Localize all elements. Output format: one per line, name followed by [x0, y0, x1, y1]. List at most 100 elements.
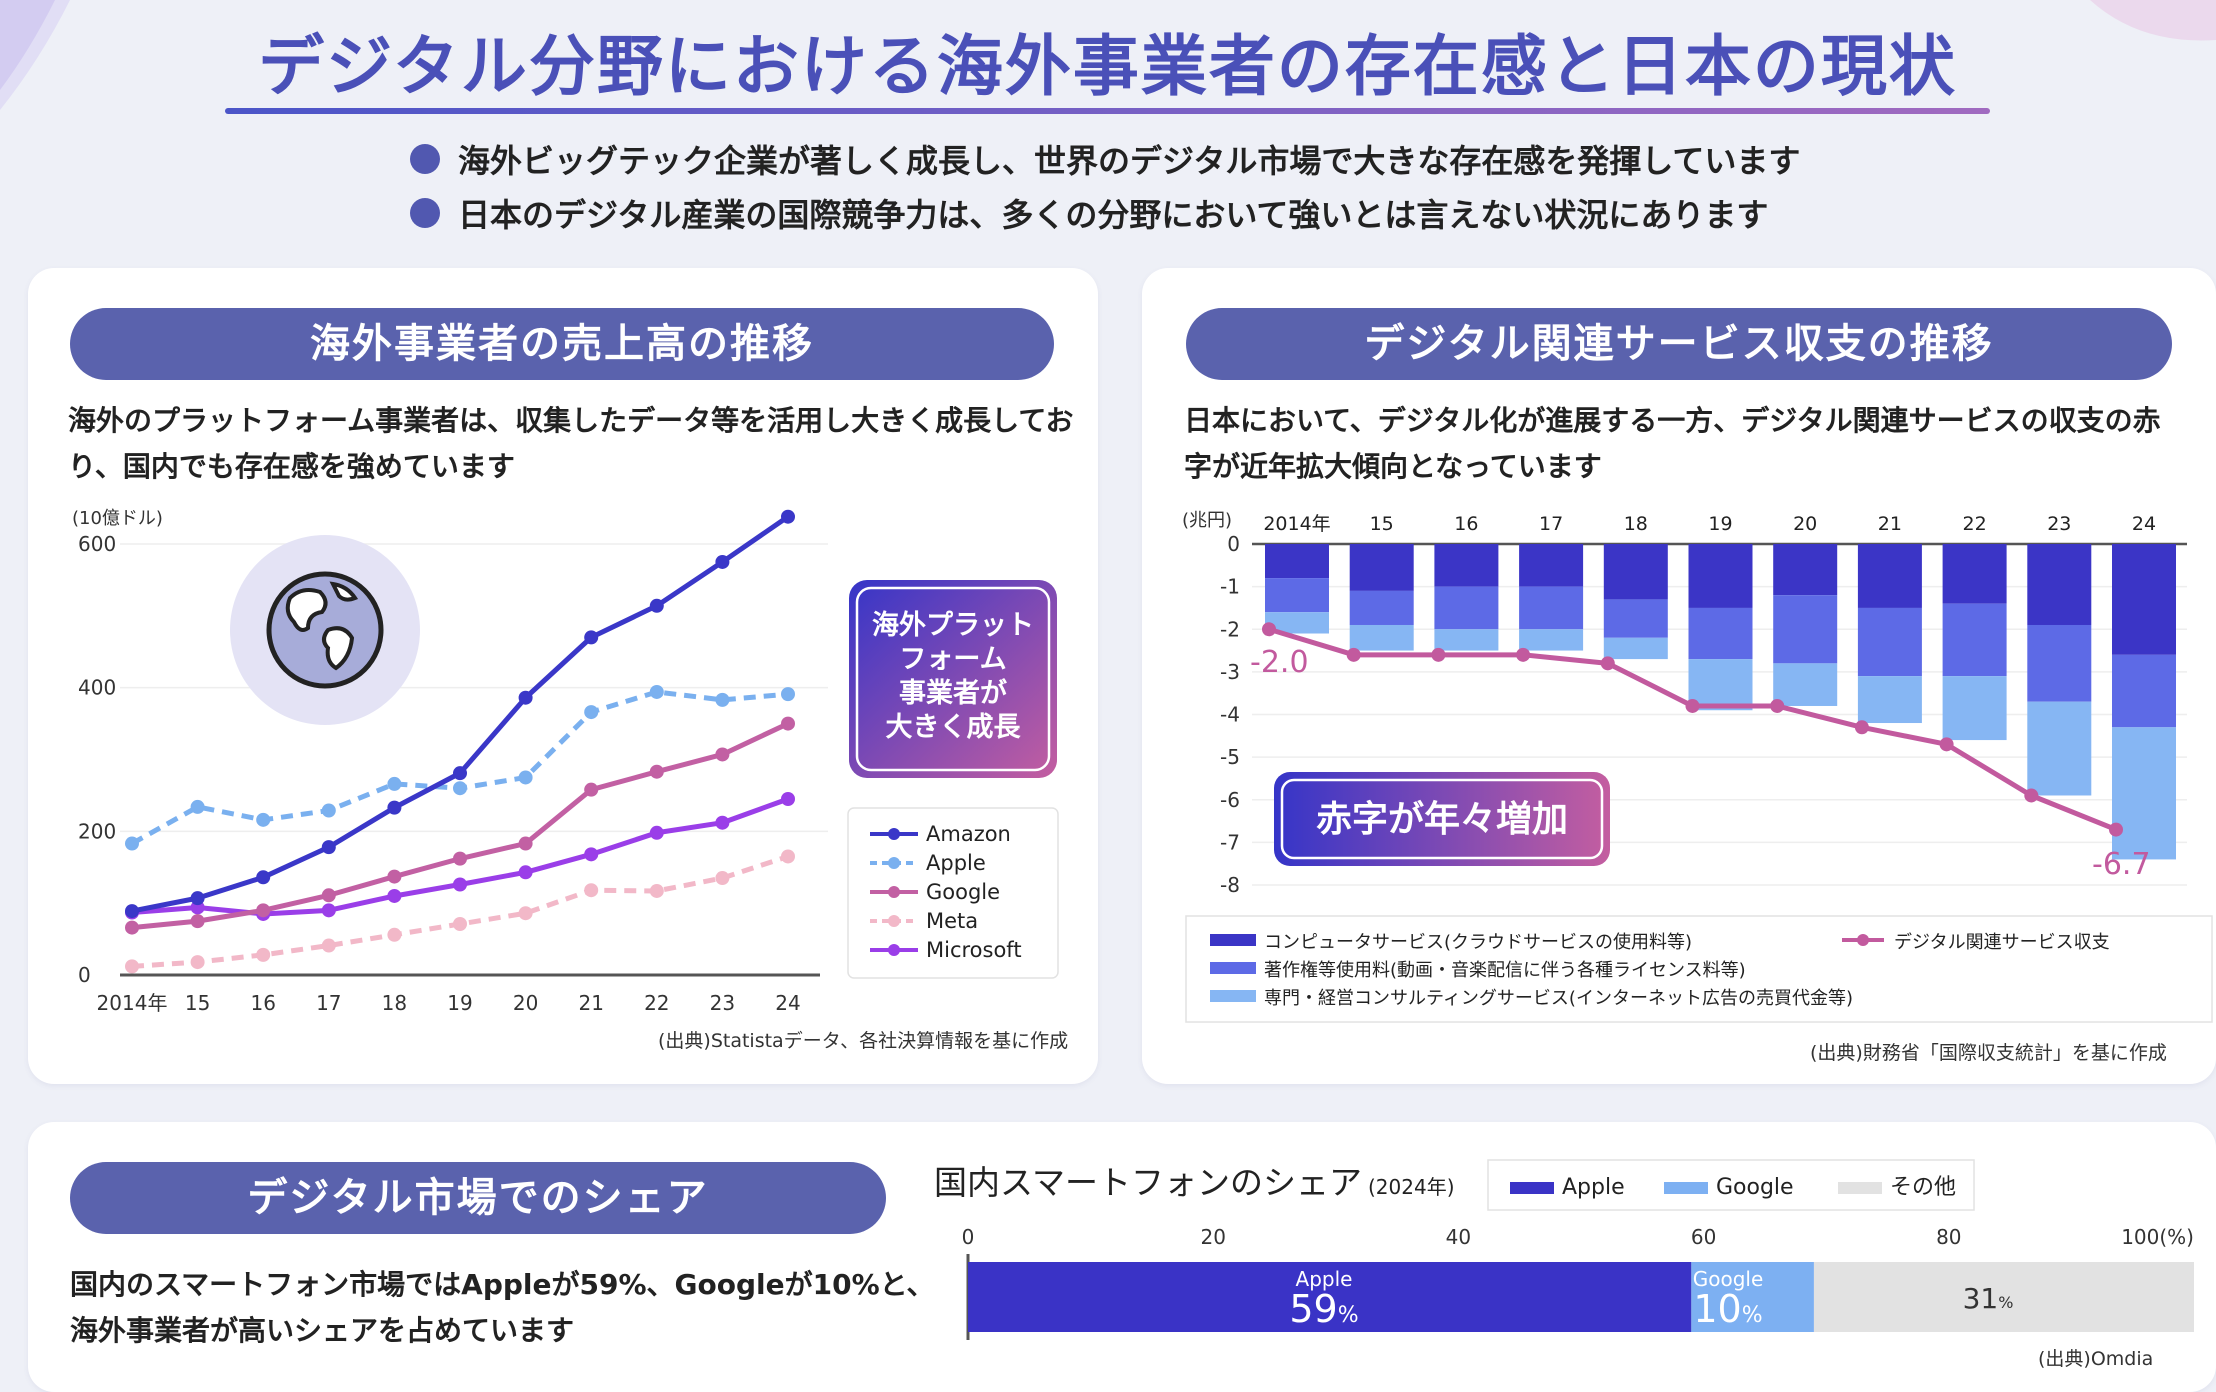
balance-panel-title: デジタル関連サービス収支の推移	[1186, 308, 2172, 380]
balance-point	[1770, 698, 1785, 713]
revenue-point-amazon	[781, 509, 795, 524]
balance-bar-segment-0	[1773, 544, 1838, 596]
balance-bar-segment-0	[2112, 544, 2176, 655]
share-bar-segment-2	[1813, 1262, 2194, 1332]
balance-bar-segment-1	[2027, 624, 2092, 702]
revenue-point-google	[190, 914, 205, 929]
balance-point	[1431, 647, 1446, 662]
summary-bullet: 海外ビッグテック企業が著しく成長し、世界のデジタル市場で大きな存在感を発揮してい…	[410, 132, 1800, 186]
balance-first-value-label: -2.0	[1250, 645, 1309, 680]
balance-bar-chart: (兆円) 0 -1 -2 -3 -4 -5 -6 -7 -8 2014年 15 16 17 18 19 20…	[1182, 510, 2213, 1023]
revenue-point-microsoft	[584, 847, 599, 862]
balance-bar-segment-2	[2112, 727, 2176, 860]
corner-decoration-left	[0, 0, 70, 110]
revenue-point-apple	[781, 687, 795, 702]
legend-copyright-label: 著作権等使用料(動画・音楽配信に伴う各種ライセンス料等)	[1264, 960, 1746, 981]
balance-bar-segment-1	[1265, 578, 1329, 613]
legend-swatch-other	[1838, 1182, 1882, 1194]
apple-share-label: Apple	[1296, 1267, 1353, 1291]
revenue-point-google	[387, 869, 402, 884]
balance-point	[1939, 737, 1954, 752]
legend-dot-apple	[888, 857, 900, 869]
other-share-value: 31%	[1963, 1282, 2014, 1315]
legend-swatch-consulting	[1210, 990, 1256, 1002]
revenue-point-microsoft	[321, 903, 336, 918]
balance-point	[1346, 647, 1361, 662]
summary-bullet-text: 日本のデジタル産業の国際競争力は、多くの分野において強いとは言えない状況にありま…	[458, 196, 1769, 234]
callout-line: 事業者が	[899, 677, 1007, 709]
balance-x-tick-label: 15	[1370, 513, 1394, 535]
revenue-point-google	[518, 836, 533, 851]
share-x-tick-label: 40	[1446, 1225, 1471, 1249]
balance-bar-segment-1	[1857, 607, 1922, 677]
balance-last-value-label: -6.7	[2092, 847, 2151, 882]
legend-swatch-balance-dot	[1857, 934, 1869, 946]
balance-y-tick-label: -1	[1220, 575, 1240, 599]
revenue-point-amazon	[453, 766, 467, 781]
corner-decoration-right	[2090, 0, 2216, 41]
apple-share-number: 59	[1289, 1287, 1337, 1331]
balance-y-tick-label: -8	[1220, 873, 1240, 897]
share-panel-title: デジタル市場でのシェア	[70, 1162, 886, 1234]
balance-y-tick-label: -4	[1220, 703, 1240, 727]
deficit-callout-text: 赤字が年々増加	[1316, 799, 1568, 840]
revenue-point-amazon	[125, 904, 139, 919]
revenue-description-line: り、国内でも存在感を強めています	[68, 450, 515, 483]
legend-consulting-label: 専門・経営コンサルティングサービス(インターネット広告の売買代金等)	[1264, 988, 1853, 1009]
balance-bar-segment-0	[1434, 544, 1499, 587]
revenue-card: 海外事業者の売上高の推移 海外のプラットフォーム事業者は、収集したデータ等を活用…	[28, 268, 1098, 1084]
globe-icon	[230, 535, 420, 725]
legend-label-meta: Meta	[926, 909, 978, 933]
share-description-line: 国内のスマートフォン市場ではAppleが59%、Googleが10%と、	[70, 1268, 935, 1301]
legend-dot-google	[888, 886, 900, 898]
balance-x-tick-label: 20	[1793, 513, 1817, 535]
balance-legend: コンピュータサービス(クラウドサービスの使用料等) 著作権等使用料(動画・音楽配…	[1185, 915, 2213, 1023]
legend-apple-label: Apple	[1562, 1175, 1625, 1200]
revenue-unit-label: (10億ドル)	[72, 508, 163, 529]
legend-other-label: その他	[1890, 1175, 1956, 1200]
legend-google-label: Google	[1716, 1175, 1794, 1200]
revenue-point-google	[321, 888, 336, 903]
revenue-y-tick-label: 400	[78, 676, 116, 700]
balance-bar-segment-2	[1519, 629, 1584, 651]
revenue-line-chart: (10億ドル) 0 200 400 600 2014年 15 16 17 18 19 20 21 22…	[72, 508, 1059, 1015]
revenue-point-apple	[649, 684, 664, 699]
revenue-point-meta	[584, 883, 599, 898]
share-description: 国内のスマートフォン市場ではAppleが59%、Googleが10%と、 海外事…	[70, 1262, 950, 1354]
revenue-point-meta	[387, 927, 402, 942]
balance-bar-segment-0	[1942, 544, 2007, 604]
legend-dot-microsoft	[888, 944, 900, 956]
balance-bar-segment-1	[1688, 607, 1753, 660]
balance-point	[1516, 647, 1531, 662]
share-legend: Apple Google その他	[1487, 1159, 1975, 1211]
revenue-x-tick-label: 16	[250, 991, 275, 1015]
revenue-point-apple	[190, 799, 205, 814]
balance-bar-segment-2	[1349, 624, 1414, 651]
balance-x-tick-label: 18	[1624, 513, 1648, 535]
balance-y-tick-label: -5	[1220, 745, 1240, 769]
balance-point	[2109, 822, 2123, 837]
legend-dot-meta	[888, 915, 900, 927]
balance-bar-segment-2	[1773, 663, 1838, 706]
balance-x-tick-label: 24	[2132, 513, 2156, 535]
share-x-tick-label: 60	[1691, 1225, 1716, 1249]
revenue-point-apple	[715, 692, 730, 707]
other-share-percent: %	[1998, 1293, 2013, 1312]
revenue-point-amazon	[649, 598, 664, 613]
balance-x-tick-label: 17	[1539, 513, 1563, 535]
revenue-description: 海外のプラットフォーム事業者は、収集したデータ等を活用し大きく成長してお り、国…	[68, 398, 1078, 490]
balance-bar-segment-1	[1519, 586, 1584, 630]
summary-bullets: 海外ビッグテック企業が著しく成長し、世界のデジタル市場で大きな存在感を発揮してい…	[410, 132, 1800, 240]
balance-x-tick-label: 22	[1963, 513, 1987, 535]
other-share-number: 31	[1963, 1282, 1999, 1315]
balance-bar-segment-2	[1434, 629, 1499, 651]
balance-description-line: 字が近年拡大傾向となっています	[1184, 450, 1602, 483]
revenue-point-google	[649, 764, 664, 779]
revenue-source: (出典)Statistaデータ、各社決算情報を基に作成	[658, 1030, 1069, 1052]
balance-bar-segment-2	[1603, 637, 1668, 660]
share-bar-segment-0	[968, 1262, 1692, 1332]
revenue-point-microsoft	[781, 792, 795, 807]
balance-bar-segment-0	[1519, 544, 1584, 587]
balance-x-tick-label: 2014年	[1263, 513, 1330, 535]
revenue-description-line: 海外のプラットフォーム事業者は、収集したデータ等を活用し大きく成長してお	[68, 404, 1074, 437]
